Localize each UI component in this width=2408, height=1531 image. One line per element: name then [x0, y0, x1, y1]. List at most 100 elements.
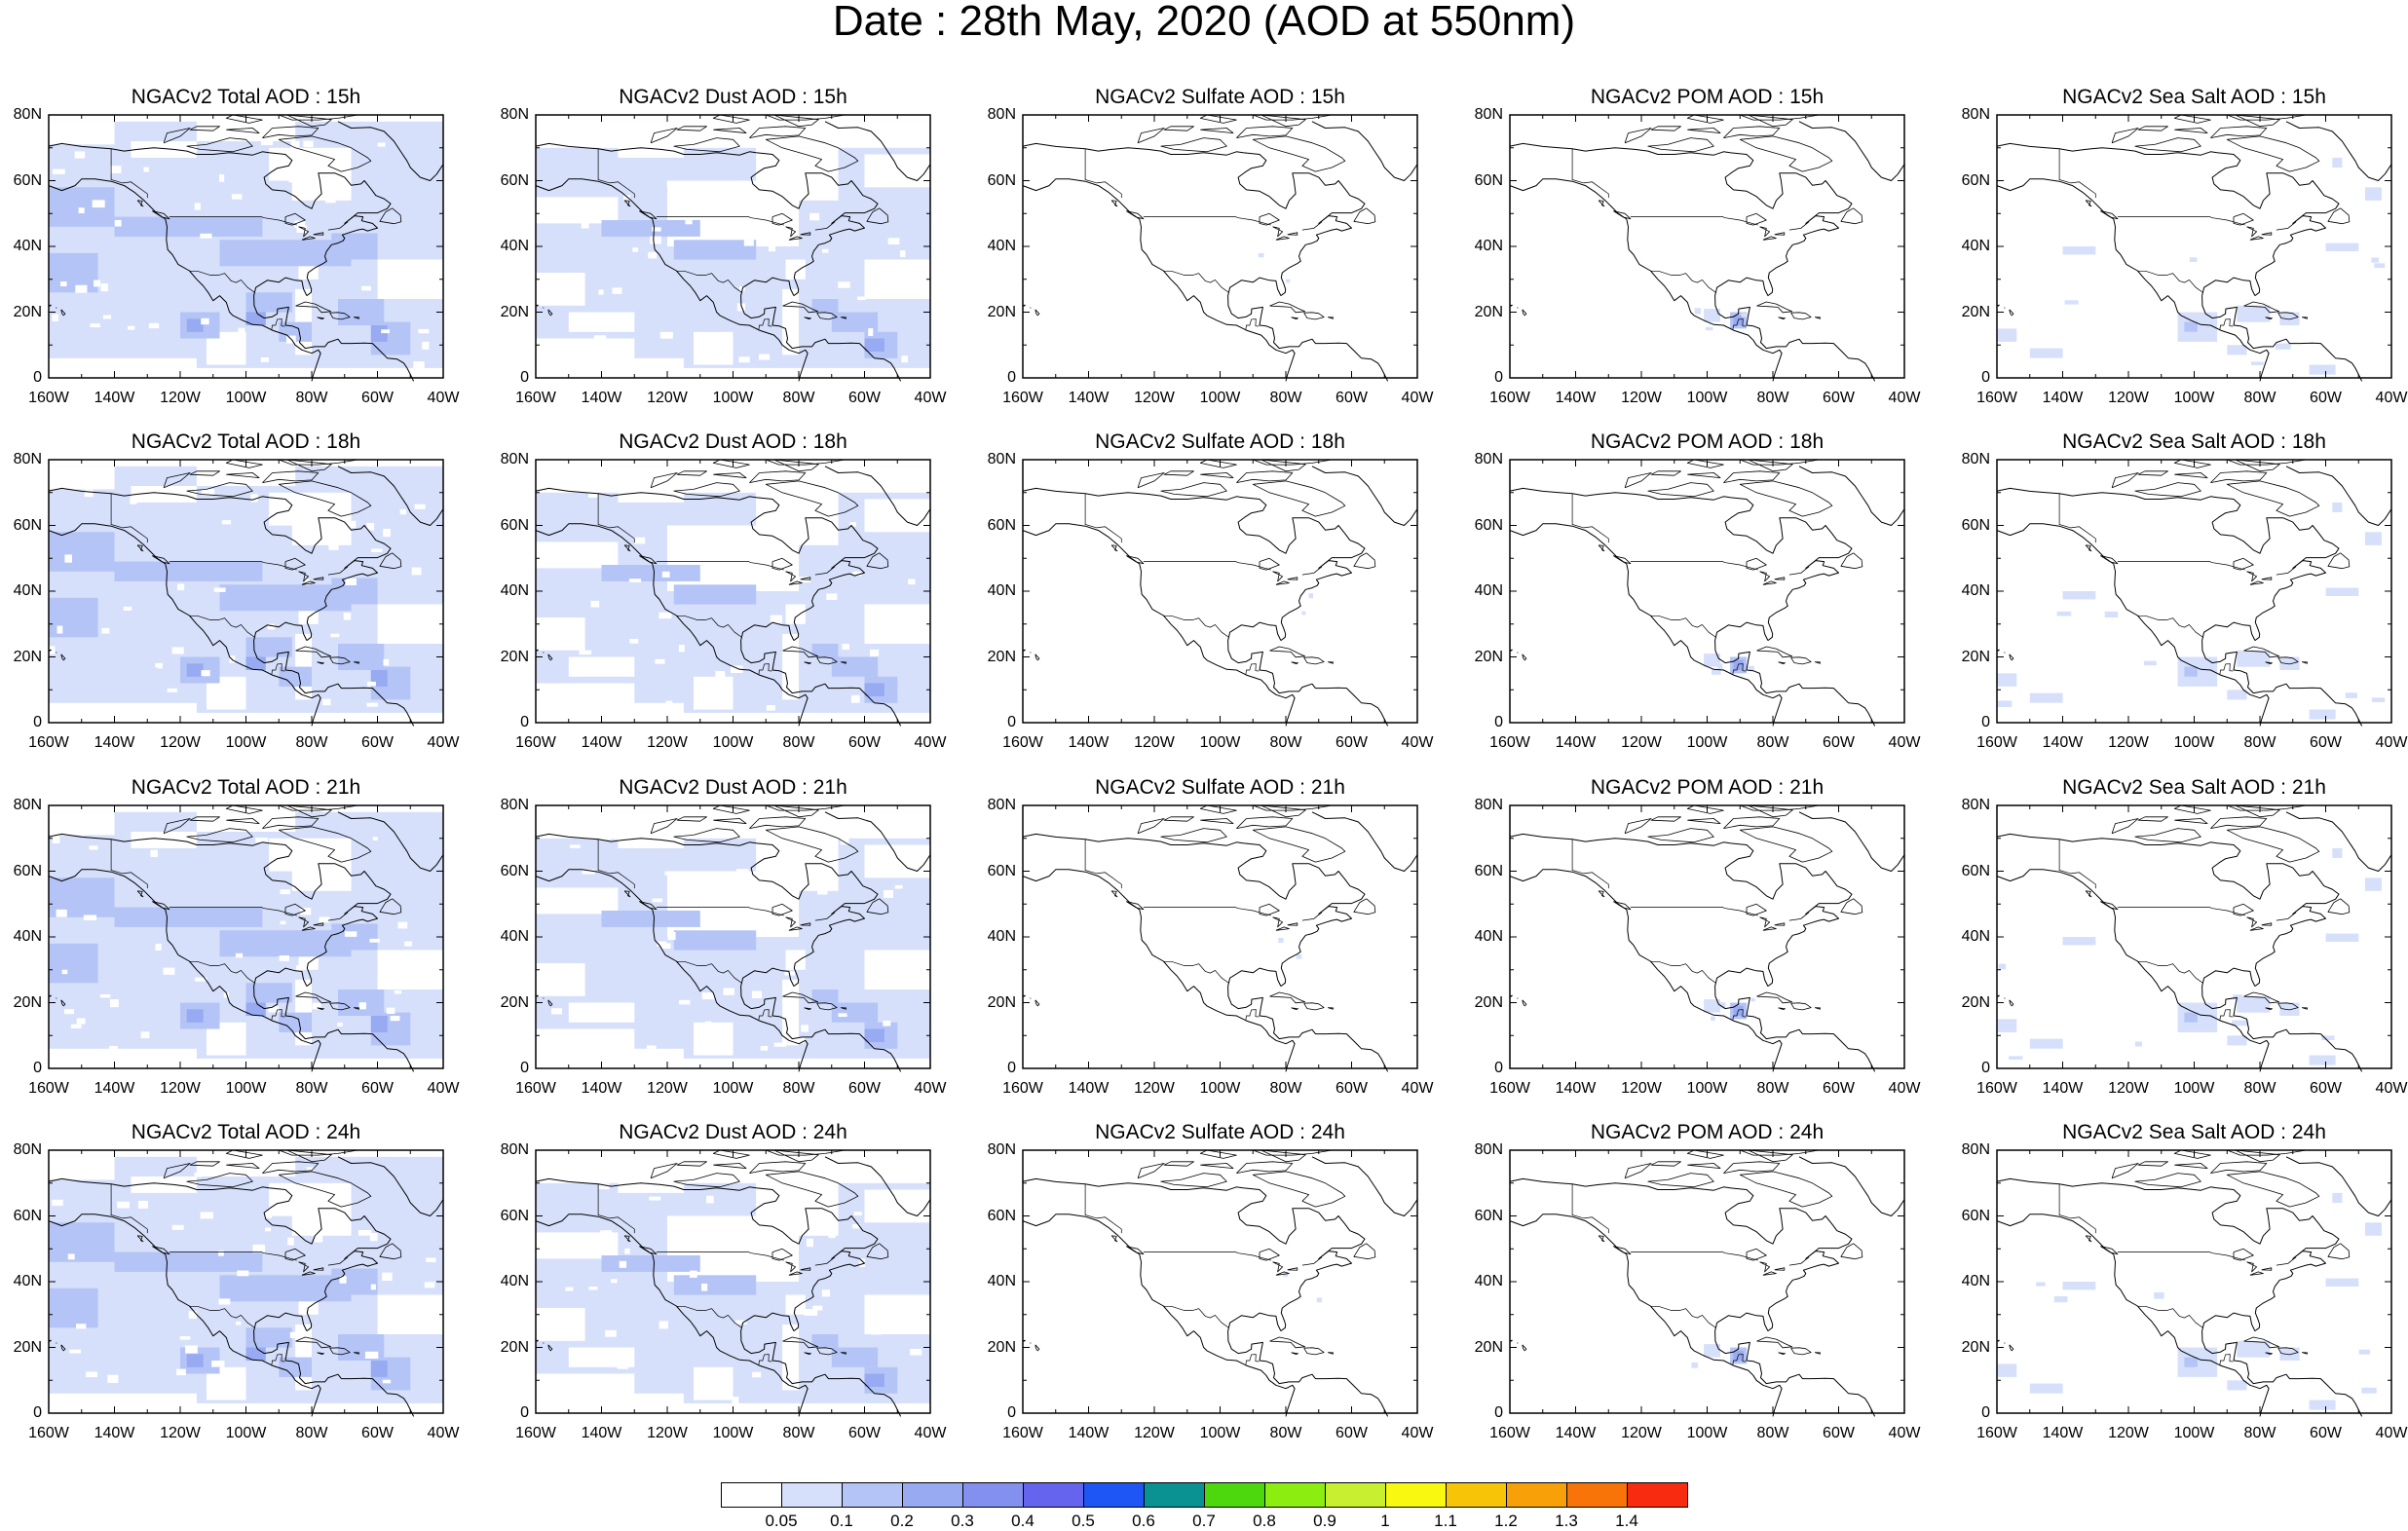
aod-cell: [706, 1195, 714, 1204]
aod-cell: [2056, 611, 2072, 616]
aod-cell: [366, 702, 378, 707]
aod-cell: [2365, 1222, 2382, 1236]
lat-tick-label: 40N: [987, 582, 1016, 599]
lon-tick-label: 100W: [1686, 734, 1728, 751]
axis-ticks: [48, 114, 444, 379]
aod-cell: [716, 218, 725, 225]
aod-cell: [344, 931, 357, 937]
map-panel: NGACv2 Dust AOD : 15h 80N 60N 40N 20N 0 160W 14…: [492, 86, 979, 422]
lat-tick-label: 60N: [987, 171, 1016, 189]
coastlines: [48, 1149, 444, 1417]
lon-tick-label: 100W: [2173, 1080, 2215, 1097]
aod-cell: [288, 179, 297, 183]
lon-tick-label: 80W: [1756, 1425, 1789, 1441]
aod-cell: [536, 121, 930, 148]
aod-cell: [245, 292, 292, 313]
lon-tick-label: 100W: [225, 1425, 267, 1441]
aod-map: [1996, 804, 2392, 1072]
aod-cell: [294, 220, 306, 228]
aod-cell: [315, 1185, 328, 1192]
aod-cell: [2143, 660, 2157, 666]
aod-cell: [581, 221, 589, 229]
aod-cell: [366, 681, 376, 687]
lon-tick-label: 60W: [848, 1080, 881, 1097]
lon-tick-label: 80W: [782, 734, 815, 751]
aod-cell: [179, 1335, 191, 1340]
axis-ticks: [535, 459, 931, 724]
aod-cell: [817, 886, 828, 895]
lat-tick-label: 80N: [987, 451, 1016, 467]
lon-tick-label: 80W: [1756, 734, 1789, 751]
lat-tick-label: 80N: [13, 797, 42, 813]
aod-cell: [240, 1027, 245, 1033]
lat-tick-label: 20N: [13, 648, 42, 665]
aod-cell: [186, 1009, 204, 1023]
aod-cell: [109, 1045, 118, 1051]
aod-cell: [279, 1012, 312, 1032]
aod-cell: [756, 1182, 839, 1216]
aod-cell: [397, 921, 408, 929]
aod-cell: [797, 1037, 806, 1044]
lat-tick-label: 20N: [987, 1338, 1016, 1356]
aod-cell: [695, 884, 703, 889]
lon-tick-label: 80W: [2243, 1080, 2276, 1097]
aod-cell: [358, 1002, 366, 1010]
aod-cell: [785, 1294, 806, 1315]
aod-cell: [852, 571, 862, 577]
axis-ticks: [1022, 1149, 1418, 1414]
aod-cell: [735, 1320, 747, 1325]
aod-cell: [75, 284, 88, 293]
lat-tick-label: 80N: [1961, 106, 1990, 123]
aod-cell: [64, 554, 72, 563]
aod-cell: [826, 593, 838, 600]
aod-cell: [1283, 1272, 1288, 1278]
axis-ticks: [1022, 459, 1418, 724]
lon-tick-label: 80W: [295, 390, 328, 406]
aod-cell: [2227, 345, 2247, 355]
lat-tick-label: 20N: [1961, 648, 1990, 665]
aod-cell: [569, 686, 583, 694]
aod-cell: [611, 1279, 618, 1284]
aod-cell: [704, 1021, 712, 1026]
aod-cell: [2189, 257, 2198, 262]
lon-tick-label: 40W: [427, 734, 460, 751]
aod-cell: [1705, 326, 1713, 331]
aod-cell: [566, 1310, 572, 1317]
lon-tick-label: 120W: [2108, 1425, 2149, 1441]
map-panel: NGACv2 POM AOD : 21h 80N 60N 40N 20N 0 160W 140…: [1466, 776, 1953, 1112]
lon-tick-label: 40W: [1401, 1080, 1434, 1097]
aod-cell: [694, 541, 702, 547]
aod-cell: [382, 1272, 393, 1281]
aod-cell: [2325, 1278, 2359, 1287]
aod-cell: [152, 488, 160, 495]
lon-tick-label: 160W: [515, 734, 556, 751]
colorbar-label: 0.2: [890, 1512, 914, 1530]
aod-cell: [701, 992, 715, 1000]
aod-cell: [194, 1173, 203, 1177]
aod-cell: [100, 283, 108, 292]
aod-cell: [600, 1230, 613, 1236]
aod-cell: [200, 1212, 213, 1219]
aod-map: [48, 1149, 444, 1417]
aod-cell: [255, 838, 269, 842]
aod-cell: [2029, 348, 2063, 358]
lon-tick-label: 140W: [94, 734, 135, 751]
aod-cell: [538, 905, 547, 914]
aod-cell: [868, 328, 874, 336]
aod-cell: [536, 1373, 635, 1407]
aod-map: [1996, 114, 2392, 382]
aod-cell: [2237, 995, 2271, 1013]
aod-cell: [370, 1361, 388, 1377]
aod-cell: [823, 172, 829, 179]
colorbar-label: 1.2: [1494, 1512, 1518, 1530]
lat-tick-label: 0: [1007, 369, 1016, 386]
lon-tick-label: 40W: [1401, 390, 1434, 406]
aod-cell: [194, 203, 201, 210]
aod-cell: [536, 1156, 930, 1183]
aod-cell: [2279, 1347, 2300, 1361]
aod-cell: [2325, 587, 2359, 596]
lon-tick-label: 100W: [712, 1080, 754, 1097]
lon-tick-label: 120W: [160, 390, 201, 406]
aod-cell: [186, 663, 204, 677]
aod-cell: [685, 220, 693, 225]
